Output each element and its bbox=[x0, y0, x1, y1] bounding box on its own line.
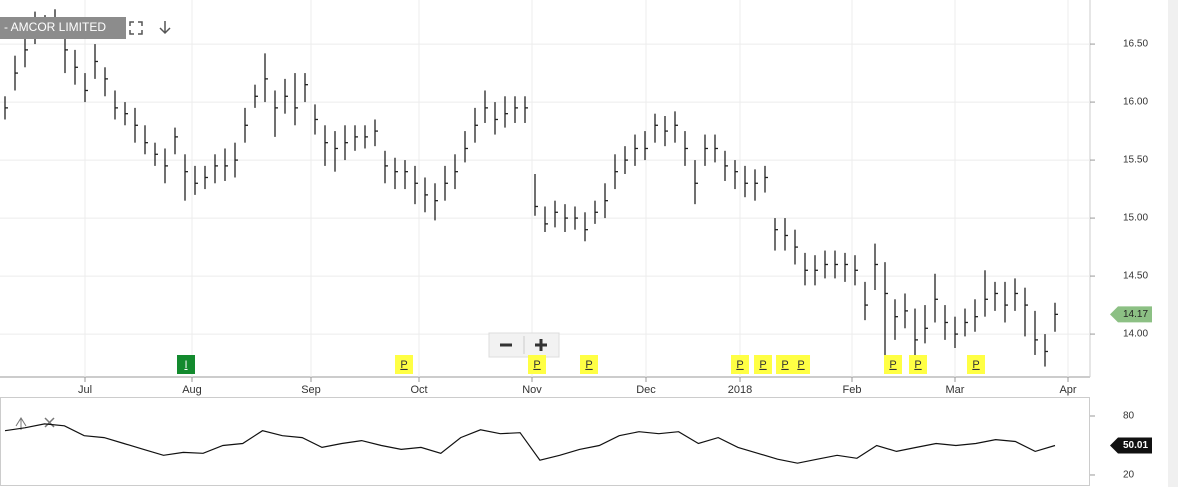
y-tick-label: 16.00 bbox=[1123, 97, 1148, 108]
title-tag bbox=[0, 17, 126, 39]
x-tick-label: Dec bbox=[636, 384, 656, 396]
x-tick-label: Nov bbox=[522, 384, 542, 396]
x-tick-label: Jul bbox=[78, 384, 92, 396]
x-tick-label: Apr bbox=[1059, 384, 1076, 396]
y-tick-label: 80 bbox=[1123, 411, 1135, 422]
x-tick-label: Oct bbox=[410, 384, 427, 396]
event-marker[interactable] bbox=[177, 355, 195, 374]
y-tick-label: 20 bbox=[1123, 470, 1135, 481]
event-marker[interactable] bbox=[395, 355, 413, 374]
download-icon[interactable] bbox=[159, 21, 171, 35]
event-label: P bbox=[781, 359, 788, 371]
x-tick-label: Mar bbox=[946, 384, 965, 396]
chart-title: - AMCOR LIMITED bbox=[4, 20, 106, 34]
event-marker[interactable] bbox=[909, 355, 927, 374]
event-marker[interactable] bbox=[967, 355, 985, 374]
oscillator-line bbox=[4, 423, 1056, 464]
event-marker[interactable] bbox=[792, 355, 810, 374]
close-icon[interactable] bbox=[44, 417, 55, 428]
x-tick-label: 2018 bbox=[728, 384, 752, 396]
y-tick-label: 16.50 bbox=[1123, 39, 1148, 50]
last-price-marker bbox=[1110, 306, 1152, 323]
event-label: P bbox=[972, 359, 979, 371]
x-tick-label: Feb bbox=[843, 384, 862, 396]
last-price-label: 14.17 bbox=[1123, 309, 1148, 320]
y-tick-label: 15.50 bbox=[1123, 155, 1148, 166]
event-marker[interactable] bbox=[884, 355, 902, 374]
expand-icon[interactable] bbox=[129, 21, 143, 35]
event-label: P bbox=[914, 359, 921, 371]
zoom-in-button[interactable] bbox=[535, 339, 547, 351]
event-marker[interactable] bbox=[528, 355, 546, 374]
event-marker[interactable] bbox=[731, 355, 749, 374]
event-label: P bbox=[533, 359, 540, 371]
event-label: P bbox=[759, 359, 766, 371]
event-label: P bbox=[585, 359, 592, 371]
lower-panel-frame bbox=[0, 397, 1090, 486]
event-label: P bbox=[736, 359, 743, 371]
y-tick-label: 14.00 bbox=[1123, 329, 1148, 340]
event-marker[interactable] bbox=[580, 355, 598, 374]
x-tick-label: Aug bbox=[182, 384, 202, 396]
y-tick-label: 14.50 bbox=[1123, 271, 1148, 282]
last-value-marker bbox=[1110, 437, 1152, 454]
event-marker[interactable] bbox=[776, 355, 794, 374]
y-tick-label: 15.00 bbox=[1123, 213, 1148, 224]
event-label: P bbox=[797, 359, 804, 371]
event-marker[interactable] bbox=[754, 355, 772, 374]
scrollbar[interactable] bbox=[1168, 0, 1178, 487]
event-label: P bbox=[889, 359, 896, 371]
last-value-label: 50.01 bbox=[1123, 440, 1148, 451]
event-label: P bbox=[400, 359, 407, 371]
event-label: I bbox=[184, 359, 187, 371]
x-tick-label: Sep bbox=[301, 384, 321, 396]
